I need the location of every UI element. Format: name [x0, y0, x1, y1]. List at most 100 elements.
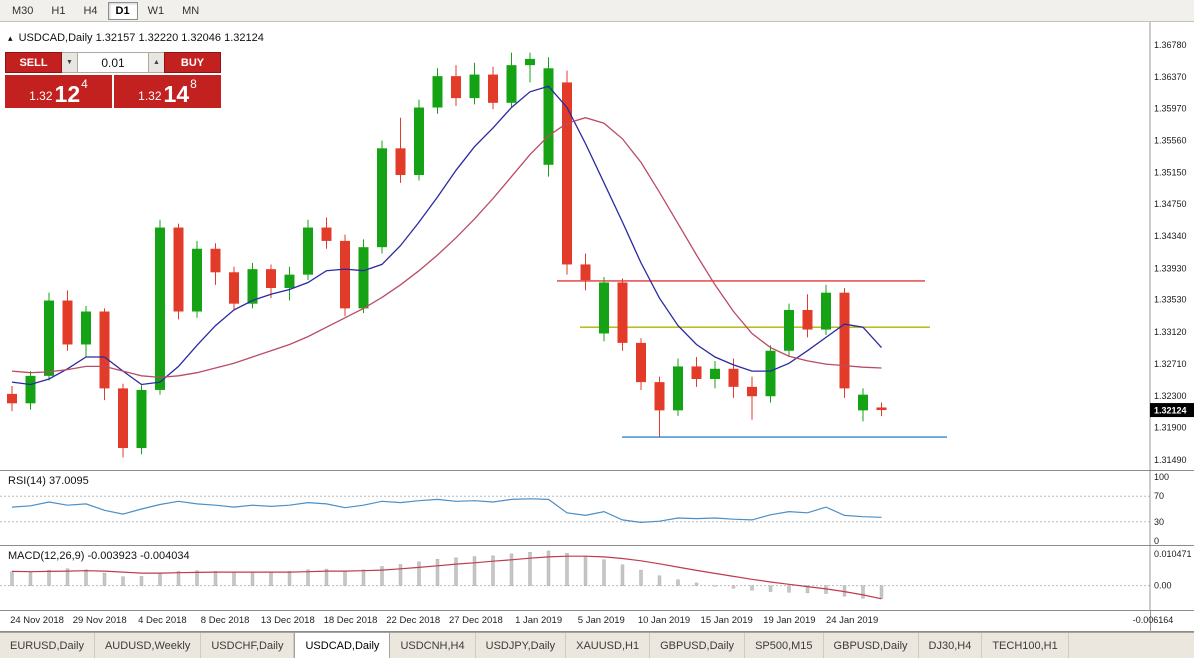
candle[interactable]	[858, 394, 868, 411]
candle[interactable]	[81, 311, 91, 345]
rsi-chart[interactable]: 100 70 30 0	[0, 471, 1194, 545]
chart-tab-usdjpy-daily[interactable]: USDJPY,Daily	[476, 633, 567, 658]
rsi-axis-label: 0	[1154, 536, 1159, 545]
candle[interactable]	[266, 269, 276, 288]
macd-axis-zero-label: 0.00	[1154, 581, 1172, 591]
lot-increase-button[interactable]: ▲	[149, 52, 164, 73]
candle[interactable]	[543, 68, 554, 165]
macd-chart[interactable]: 0.010471 0.00	[0, 546, 1194, 610]
candle[interactable]	[562, 82, 572, 265]
candle[interactable]	[488, 74, 498, 103]
macd-histogram-bar	[306, 569, 310, 586]
timeframe-button-h4[interactable]: H4	[83, 4, 98, 17]
candle[interactable]	[580, 264, 591, 281]
bid-price-point: 4	[81, 77, 88, 91]
candle[interactable]	[99, 311, 110, 389]
date-label: 29 Nov 2018	[72, 615, 127, 626]
candle[interactable]	[728, 368, 739, 387]
candle[interactable]	[451, 76, 461, 99]
chart-tab-audusd-weekly[interactable]: AUDUSD,Weekly	[95, 633, 202, 658]
rsi-label: RSI(14) 37.0095	[8, 475, 89, 487]
candle[interactable]	[599, 282, 609, 334]
candle[interactable]	[229, 272, 239, 304]
candle[interactable]	[395, 148, 406, 175]
chart-tab-usdcnh-h4[interactable]: USDCNH,H4	[390, 633, 476, 658]
candle[interactable]	[506, 65, 517, 103]
chart-tab-usdchf-daily[interactable]: USDCHF,Daily	[201, 633, 295, 658]
rsi-panel: 100 70 30 0 RSI(14) 37.0095	[0, 471, 1194, 546]
lot-decrease-button[interactable]: ▼	[62, 52, 77, 73]
chart-tab-xauusd-h1[interactable]: XAUUSD,H1	[566, 633, 651, 658]
candle[interactable]	[358, 247, 369, 309]
candle[interactable]	[876, 407, 887, 411]
candle[interactable]	[414, 107, 424, 175]
candle[interactable]	[136, 389, 147, 449]
candle[interactable]	[691, 366, 702, 379]
chart-tab-sp500-m15[interactable]: SP500,M15	[745, 633, 824, 658]
timeframe-button-m30[interactable]: M30	[12, 4, 34, 17]
candle[interactable]	[340, 240, 350, 309]
candle[interactable]	[802, 309, 813, 330]
candle[interactable]	[747, 386, 757, 397]
timeframe-button-d1[interactable]: D1	[107, 1, 138, 20]
candle[interactable]	[654, 382, 665, 411]
candle[interactable]	[821, 292, 831, 330]
candle[interactable]	[617, 282, 628, 343]
main-chart[interactable]: 1.36780 1.36370 1.35970 1.35560 1.35150 1.347…	[0, 22, 1194, 470]
candle[interactable]	[303, 227, 313, 275]
candle[interactable]	[284, 274, 295, 288]
candle[interactable]	[765, 350, 776, 397]
price-axis-label: 1.33530	[1154, 295, 1187, 305]
candle[interactable]	[784, 309, 794, 351]
macd-histogram-bar	[694, 582, 699, 586]
timeframe-button-mn[interactable]: MN	[182, 4, 200, 17]
chart-tab-gbpusd-daily[interactable]: GBPUSD,Daily	[824, 633, 919, 658]
candle[interactable]	[7, 393, 17, 404]
chart-title: ▴ USDCAD,Daily 1.32157 1.32220 1.32046 1…	[8, 32, 264, 44]
candle[interactable]	[44, 300, 54, 376]
candle[interactable]	[192, 248, 202, 312]
candle[interactable]	[432, 76, 443, 108]
price-axis-label: 1.34340	[1154, 231, 1187, 241]
ask-price-display[interactable]: 1.32 14 8	[114, 75, 221, 108]
candle[interactable]	[173, 227, 184, 312]
candle[interactable]	[62, 300, 73, 345]
candle[interactable]	[469, 74, 480, 99]
timeframe-button-h1[interactable]: H1	[51, 4, 66, 17]
candle[interactable]	[118, 388, 128, 449]
candle[interactable]	[210, 248, 221, 273]
collapse-icon[interactable]: ▴	[8, 33, 13, 43]
macd-axis-min-label: -0.006164	[1132, 615, 1174, 625]
candle[interactable]	[525, 58, 535, 66]
candle[interactable]	[247, 269, 258, 304]
candle[interactable]	[155, 227, 165, 390]
macd-histogram-bar	[65, 568, 70, 586]
candle[interactable]	[710, 368, 720, 379]
price-axis-label: 1.31900	[1154, 423, 1187, 433]
date-label: 1 Jan 2019	[515, 615, 563, 626]
chart-tab-gbpusd-daily[interactable]: GBPUSD,Daily	[650, 633, 746, 658]
lot-size-input[interactable]: 0.01	[77, 52, 149, 73]
date-label: 10 Jan 2019	[637, 615, 691, 626]
candle[interactable]	[673, 366, 683, 411]
candle[interactable]	[25, 375, 36, 404]
date-label: 22 Dec 2018	[386, 615, 441, 626]
candle[interactable]	[636, 342, 646, 383]
chart-tab-eurusd-daily[interactable]: EURUSD,Daily	[0, 633, 95, 658]
chart-tab-tech100-h1[interactable]: TECH100,H1	[982, 633, 1069, 658]
candle[interactable]	[377, 148, 387, 248]
chart-tab-usdcad-daily[interactable]: USDCAD,Daily	[294, 633, 391, 658]
chart-tab-dj30-h4[interactable]: DJ30,H4	[919, 633, 983, 658]
sell-button[interactable]: SELL	[5, 52, 62, 73]
candle[interactable]	[321, 227, 332, 241]
timeframe-button-w1[interactable]: W1	[147, 4, 165, 17]
rsi-axis-label: 30	[1154, 517, 1164, 527]
price-axis-label: 1.32710	[1154, 359, 1187, 369]
candle[interactable]	[839, 292, 850, 389]
macd-panel: 0.010471 0.00 MACD(12,26,9) -0.003923 -0.…	[0, 546, 1194, 611]
bid-price-display[interactable]: 1.32 12 4	[5, 75, 112, 108]
buy-button[interactable]: BUY	[164, 52, 221, 73]
ask-price-main: 1.32	[138, 89, 162, 103]
date-label: 24 Jan 2019	[825, 615, 879, 626]
main-chart-panel: 1.36780 1.36370 1.35970 1.35560 1.35150 1.347…	[0, 22, 1194, 471]
